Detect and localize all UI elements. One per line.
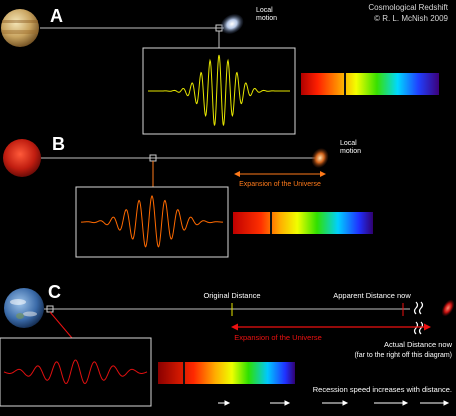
spectral-line-b	[270, 212, 272, 234]
expansion-arrowhead-right-b	[320, 171, 326, 177]
observer-star-b	[3, 139, 41, 177]
diagram-title: Cosmological Redshift	[368, 3, 448, 12]
original-distance-label: Original Distance	[203, 291, 260, 300]
planet-bands-a	[2, 20, 38, 34]
diagram-author: © R. L. McNish 2009	[374, 14, 448, 23]
spectrum-b	[233, 212, 373, 234]
expansion-arrowhead-left-c	[231, 323, 238, 331]
apparent-distance-label: Apparent Distance now	[333, 291, 411, 300]
distance-break-icon	[413, 301, 424, 335]
galaxy-b-icon	[311, 148, 329, 168]
local-motion-label-a2: motion	[256, 15, 277, 22]
local-motion-label-a1: Local	[256, 7, 273, 14]
observer-earth-c	[4, 288, 44, 328]
panel-label-b: B	[52, 134, 65, 154]
spectral-line-c	[183, 362, 185, 384]
expansion-caption-b: Expansion of the Universe	[239, 181, 321, 188]
expansion-arrowhead-right-c	[424, 323, 431, 331]
local-motion-label-b1: Local	[340, 140, 357, 147]
spectrum-a	[301, 73, 439, 95]
wave-packet-a	[148, 54, 290, 126]
observer-planet-a	[1, 9, 39, 47]
expansion-caption-c: Expansion of the Universe	[234, 333, 322, 342]
recession-note: Recession speed increases with distance.	[313, 385, 452, 394]
wave-box-c	[0, 337, 152, 407]
local-motion-label-b2: motion	[340, 148, 361, 155]
galaxy-c-icon	[441, 299, 455, 317]
panel-a: A Local motion	[1, 6, 439, 135]
panel-b: B Local motion Expansion of the Universe	[3, 134, 373, 258]
panel-label-c: C	[48, 282, 61, 302]
wave-connector-c	[49, 311, 73, 339]
actual-distance-label-1: Actual Distance now	[384, 340, 453, 349]
spectral-line-a	[344, 73, 346, 95]
galaxy-a-icon	[220, 14, 244, 34]
panel-label-a: A	[50, 6, 63, 26]
wave-packet-c	[3, 359, 148, 385]
panel-c: C Original Distance Apparent Distance no…	[0, 282, 455, 407]
wave-box-b	[75, 186, 229, 258]
spectrum-c	[158, 362, 295, 384]
wave-packet-b	[81, 195, 223, 248]
earth-clouds-c	[10, 299, 37, 319]
actual-distance-label-2: (far to the right off this diagram)	[354, 352, 452, 359]
expansion-arrowhead-left-b	[234, 171, 240, 177]
recession-speed-arrows	[218, 400, 450, 406]
